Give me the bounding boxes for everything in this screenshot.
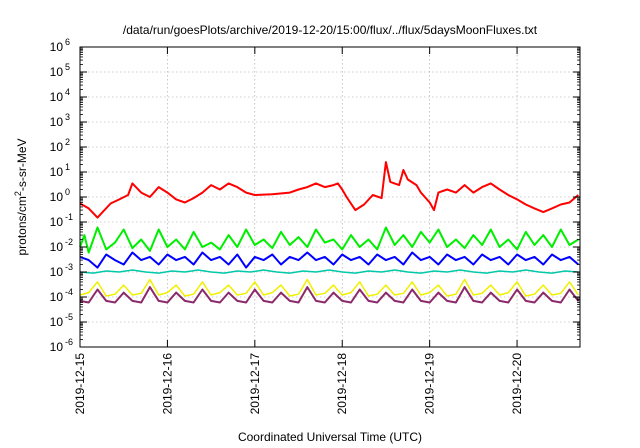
y-tick-label-base: 10: [50, 290, 64, 304]
x-axis-label: Coordinated Universal Time (UTC): [238, 430, 422, 444]
x-tick-label: 2019-12-19: [423, 353, 437, 415]
y-tick-label: 10: [50, 90, 64, 104]
series-line-2: [79, 226, 579, 254]
y-tick-label-base: 10: [50, 115, 64, 129]
y-axis-label-rest: -s-sr-MeV: [15, 138, 29, 191]
y-tick-label-base: 10: [50, 65, 64, 79]
x-tick-label: 2019-12-20: [510, 353, 524, 415]
y-tick-label-exponent: -5: [65, 312, 73, 322]
y-tick-label-exponent: 1: [65, 162, 70, 172]
y-axis-label-superscript: 2: [13, 191, 23, 196]
y-tick-label: 10: [50, 40, 64, 54]
y-tick-label-exponent: -2: [65, 237, 73, 247]
series-line-6: [79, 286, 580, 304]
y-tick-label-base: 10: [50, 40, 64, 54]
y-axis-label-base: protons/cm: [15, 196, 29, 255]
y-tick-label: 10: [50, 240, 64, 254]
y-tick-label-base: 10: [50, 240, 64, 254]
y-tick-label-exponent: 5: [65, 62, 70, 72]
y-tick-label-base: 10: [50, 315, 64, 329]
series-line-3: [79, 251, 579, 269]
y-tick-label-exponent: -4: [65, 287, 73, 297]
y-tick-label-base: 10: [50, 340, 64, 354]
y-tick-label-exponent: -1: [65, 212, 73, 222]
y-tick-label-base: 10: [50, 190, 64, 204]
y-tick-label: 10: [50, 265, 64, 279]
y-tick-label-exponent: 3: [65, 112, 70, 122]
y-tick-label-base: 10: [50, 165, 64, 179]
y-tick-label-exponent: -6: [65, 337, 73, 347]
series-group: [79, 161, 580, 304]
y-tick-label-exponent: 0: [65, 187, 70, 197]
x-tick-label: 2019-12-18: [335, 353, 349, 415]
y-tick-label: 10: [50, 215, 64, 229]
y-axis: 10 -610 -510 -410 -310 -210 -110 010 110 210 310 41…: [50, 37, 580, 354]
y-tick-label-exponent: 6: [65, 37, 70, 47]
y-tick-label-exponent: 2: [65, 137, 70, 147]
x-tick-label: 2019-12-17: [248, 353, 262, 415]
y-axis-label: protons/cm2-s-sr-MeV: [13, 138, 29, 255]
y-tick-label-base: 10: [50, 215, 64, 229]
y-tick-label: 10: [50, 340, 64, 354]
x-tick-label: 2019-12-16: [160, 353, 174, 415]
x-axis: 2019-12-15 2019-12-16 2019-12-17 2019-12-18…: [73, 47, 524, 414]
y-tick-label-exponent: -3: [65, 262, 73, 272]
y-tick-label-exponent: 4: [65, 87, 70, 97]
y-tick-label: 10: [50, 165, 64, 179]
y-tick-label-base: 10: [50, 265, 64, 279]
y-tick-label-base: 10: [50, 140, 64, 154]
y-tick-label: 10: [50, 115, 64, 129]
y-tick-label-base: 10: [50, 90, 64, 104]
y-tick-label: 10: [50, 315, 64, 329]
y-tick-label: 10: [50, 290, 64, 304]
series-line-1: [79, 161, 579, 219]
y-tick-label: 10: [50, 190, 64, 204]
y-tick-label: 10: [50, 140, 64, 154]
chart-title: /data/run/goesPlots/archive/2019-12-20/1…: [123, 23, 538, 37]
x-tick-label: 2019-12-15: [73, 353, 87, 415]
series-line-4: [79, 269, 579, 274]
series-line-5: [79, 278, 579, 297]
y-tick-label: 10: [50, 65, 64, 79]
